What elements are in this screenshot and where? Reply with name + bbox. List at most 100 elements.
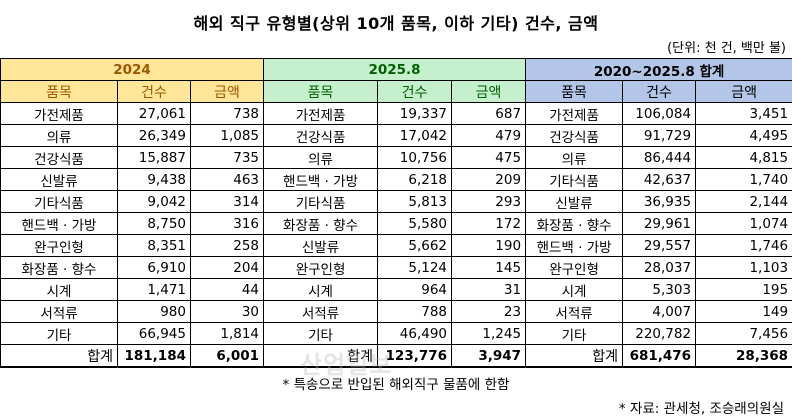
group-header-2024: 2024	[1, 59, 264, 81]
amount-cell: 463	[191, 169, 264, 191]
count-cell: 15,887	[118, 147, 191, 169]
amount-cell: 31	[452, 279, 526, 301]
amount-cell: 1,074	[696, 213, 792, 235]
item-cell: 건강식품	[1, 147, 118, 169]
unit-label: (단위: 천 건, 백만 불)	[667, 37, 786, 56]
col-header-item: 품목	[526, 81, 623, 103]
amount-cell: 1,103	[696, 257, 792, 279]
amount-cell: 4,815	[696, 147, 792, 169]
amount-cell: 738	[191, 103, 264, 125]
col-header-amount: 금액	[452, 81, 526, 103]
count-cell: 86,444	[623, 147, 696, 169]
item-cell: 화장품 · 향수	[264, 213, 378, 235]
item-cell: 신발류	[1, 169, 118, 191]
item-cell: 기타	[526, 323, 623, 345]
item-cell: 서적류	[526, 301, 623, 323]
total-amount: 28,368	[696, 345, 792, 368]
item-cell: 시계	[1, 279, 118, 301]
col-header-count: 건수	[623, 81, 696, 103]
item-cell: 기타식품	[526, 169, 623, 191]
table-title: 해외 직구 유형별(상위 10개 품목, 이하 기타) 건수, 금액	[0, 10, 792, 34]
count-cell: 6,910	[118, 257, 191, 279]
amount-cell: 1,814	[191, 323, 264, 345]
item-cell: 건강식품	[264, 125, 378, 147]
amount-cell: 149	[696, 301, 792, 323]
amount-cell: 190	[452, 235, 526, 257]
count-cell: 8,351	[118, 235, 191, 257]
amount-cell: 475	[452, 147, 526, 169]
count-cell: 28,037	[623, 257, 696, 279]
count-cell: 29,961	[623, 213, 696, 235]
count-cell: 5,303	[623, 279, 696, 301]
amount-cell: 23	[452, 301, 526, 323]
amount-cell: 145	[452, 257, 526, 279]
count-cell: 9,438	[118, 169, 191, 191]
amount-cell: 7,456	[696, 323, 792, 345]
amount-cell: 687	[452, 103, 526, 125]
amount-cell: 209	[452, 169, 526, 191]
amount-cell: 2,144	[696, 191, 792, 213]
count-cell: 964	[378, 279, 452, 301]
col-header-item: 품목	[264, 81, 378, 103]
amount-cell: 172	[452, 213, 526, 235]
count-cell: 1,471	[118, 279, 191, 301]
count-cell: 19,337	[378, 103, 452, 125]
count-cell: 27,061	[118, 103, 191, 125]
amount-cell: 44	[191, 279, 264, 301]
count-cell: 29,557	[623, 235, 696, 257]
total-amount: 6,001	[191, 345, 264, 368]
amount-cell: 1,746	[696, 235, 792, 257]
item-cell: 가전제품	[264, 103, 378, 125]
total-count: 123,776	[378, 345, 452, 368]
amount-cell: 1,740	[696, 169, 792, 191]
col-header-count: 건수	[118, 81, 191, 103]
count-cell: 42,637	[623, 169, 696, 191]
count-cell: 4,007	[623, 301, 696, 323]
item-cell: 시계	[526, 279, 623, 301]
amount-cell: 3,451	[696, 103, 792, 125]
item-cell: 화장품 · 향수	[526, 213, 623, 235]
amount-cell: 204	[191, 257, 264, 279]
item-cell: 의류	[264, 147, 378, 169]
item-cell: 완구인형	[526, 257, 623, 279]
count-cell: 980	[118, 301, 191, 323]
count-cell: 5,813	[378, 191, 452, 213]
item-cell: 완구인형	[264, 257, 378, 279]
amount-cell: 195	[696, 279, 792, 301]
item-cell: 건강식품	[526, 125, 623, 147]
item-cell: 핸드백 · 가방	[526, 235, 623, 257]
group-header-2025-8: 2025.8	[264, 59, 526, 81]
group-header-row: 2024 2025.8 2020~2025.8 합계	[1, 59, 792, 81]
amount-cell: 316	[191, 213, 264, 235]
item-cell: 기타식품	[1, 191, 118, 213]
amount-cell: 1,245	[452, 323, 526, 345]
item-cell: 가전제품	[526, 103, 623, 125]
count-cell: 8,750	[118, 213, 191, 235]
item-cell: 완구인형	[1, 235, 118, 257]
item-cell: 핸드백 · 가방	[264, 169, 378, 191]
item-cell: 기타식품	[264, 191, 378, 213]
count-cell: 26,349	[118, 125, 191, 147]
amount-cell: 258	[191, 235, 264, 257]
total-label: 합계	[1, 345, 118, 368]
item-cell: 의류	[526, 147, 623, 169]
count-cell: 5,124	[378, 257, 452, 279]
amount-cell: 293	[452, 191, 526, 213]
item-cell: 핸드백 · 가방	[1, 213, 118, 235]
total-label: 합계	[526, 345, 623, 368]
count-cell: 5,580	[378, 213, 452, 235]
amount-cell: 479	[452, 125, 526, 147]
